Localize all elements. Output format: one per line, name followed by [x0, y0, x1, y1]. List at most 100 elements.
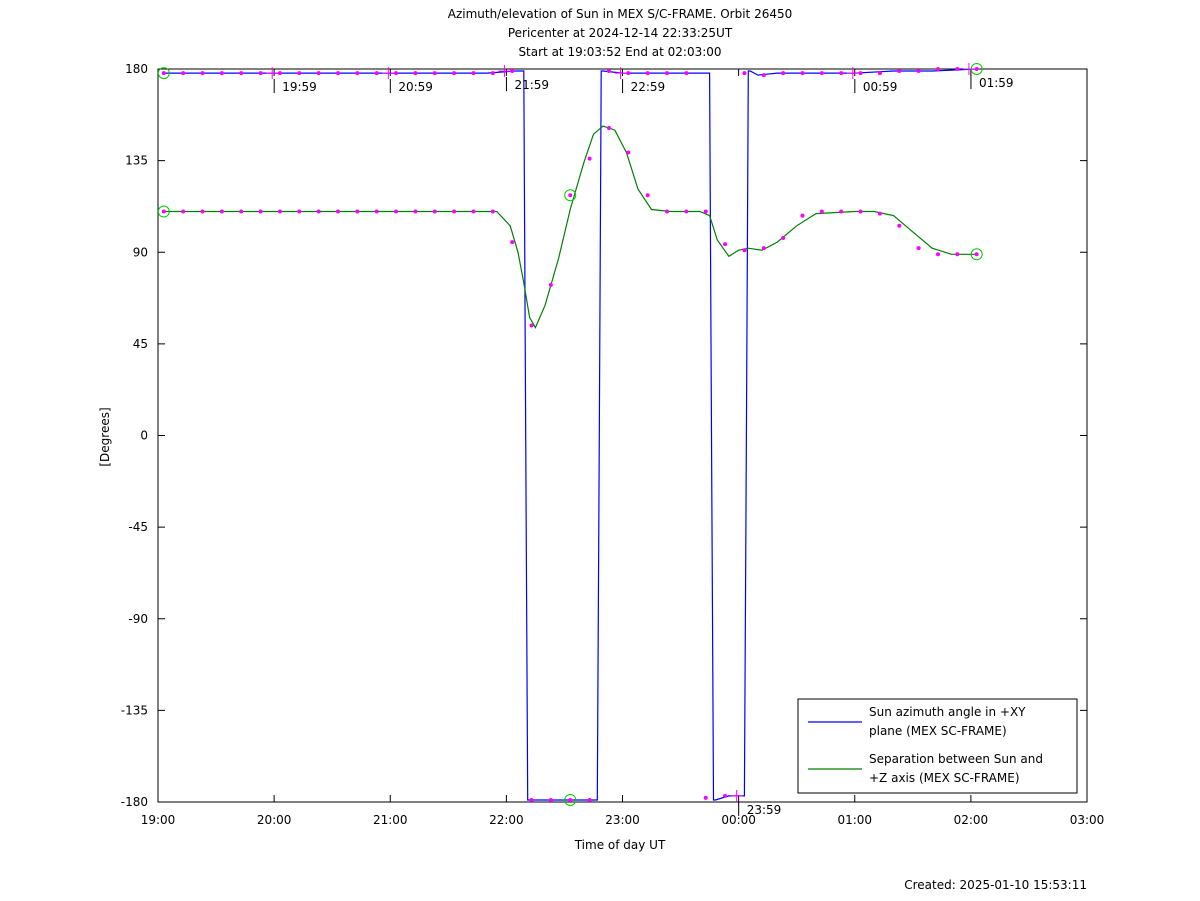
x-tick-label: 03:00: [1070, 813, 1105, 827]
azimuth-marker: [355, 71, 360, 76]
separation-marker: [858, 209, 863, 214]
azimuth-marker: [781, 71, 786, 76]
azimuth-marker: [916, 69, 921, 74]
legend-label: plane (MEX SC-FRAME): [869, 724, 1007, 738]
azimuth-marker: [684, 71, 689, 76]
separation-marker: [916, 246, 921, 251]
azimuth-marker: [897, 69, 902, 74]
series-line-0: [163, 68, 977, 801]
azimuth-marker: [742, 71, 747, 76]
azimuth-marker: [277, 71, 282, 76]
data-markers: 19:59 20:59 21:59 22:59 23:59 00:59 01:59: [157, 63, 1014, 817]
separation-marker: [432, 209, 437, 214]
separation-marker: [665, 209, 670, 214]
hour-marker-label: 20:59: [398, 80, 433, 94]
separation-marker: [703, 209, 708, 214]
azimuth-marker: [935, 67, 940, 71]
separation-marker: [548, 282, 553, 287]
separation-marker: [839, 209, 844, 214]
separation-marker: [394, 209, 399, 214]
x-tick-label: 23:00: [605, 813, 640, 827]
separation-marker: [684, 209, 689, 214]
separation-marker: [935, 252, 940, 257]
azimuth-marker: [626, 71, 631, 76]
azimuth-marker: [665, 71, 670, 76]
azimuth-marker: [200, 71, 205, 76]
separation-marker: [510, 240, 515, 245]
separation-marker: [335, 209, 340, 214]
separation-marker: [239, 209, 244, 214]
separation-marker: [897, 223, 902, 228]
azimuth-marker: [432, 71, 437, 76]
azimuth-marker: [374, 71, 379, 76]
separation-marker: [819, 209, 824, 214]
separation-marker: [955, 252, 960, 257]
separation-marker: [219, 209, 224, 214]
separation-marker: [374, 209, 379, 214]
x-tick-label: 22:00: [489, 813, 524, 827]
azimuth-marker: [877, 71, 882, 76]
azimuth-marker: [181, 71, 186, 76]
y-tick-label: -45: [128, 520, 148, 534]
legend-label: Sun azimuth angle in +XY: [869, 705, 1026, 719]
separation-marker: [355, 209, 360, 214]
x-tick-label: 01:00: [837, 813, 872, 827]
separation-marker: [742, 248, 747, 253]
separation-marker: [800, 213, 805, 218]
separation-marker: [761, 246, 766, 251]
title-line: Pericenter at 2024-12-14 22:33:25UT: [508, 26, 733, 40]
x-axis-label: Time of day UT: [574, 838, 666, 852]
circle-marker: [564, 793, 577, 806]
azimuth-marker: [800, 71, 805, 76]
separation-marker: [452, 209, 457, 214]
azimuth-marker: [529, 797, 534, 802]
hour-marker-label: 22:59: [631, 80, 666, 94]
y-tick-label: 135: [125, 154, 148, 168]
separation-marker: [316, 209, 321, 214]
separation-marker: [529, 323, 534, 328]
azimuth-marker: [955, 67, 960, 71]
separation-marker: [413, 209, 418, 214]
azimuth-marker: [219, 71, 224, 76]
y-tick-label: -90: [128, 612, 148, 626]
hour-marker-label: 00:59: [863, 80, 898, 94]
azimuth-marker: [703, 795, 708, 800]
separation-marker: [626, 150, 631, 155]
created-timestamp: Created: 2025-01-10 15:53:11: [904, 878, 1087, 892]
y-tick-label: 90: [133, 245, 148, 259]
azimuth-marker: [316, 71, 321, 76]
azimuth-marker: [335, 71, 340, 76]
separation-marker: [974, 252, 979, 257]
azimuth-marker: [297, 71, 302, 76]
azimuth-marker: [761, 73, 766, 78]
azimuth-marker: [587, 797, 592, 802]
y-tick-label: 45: [133, 337, 148, 351]
y-tick-label: -180: [121, 795, 148, 809]
y-tick-label: -135: [121, 703, 148, 717]
separation-marker: [161, 209, 166, 214]
circle-marker: [970, 63, 983, 75]
azimuth-marker: [471, 71, 476, 76]
legend-box: [797, 698, 1078, 794]
circle-marker: [157, 67, 170, 80]
azimuth-marker: [568, 797, 573, 802]
circle-marker: [157, 205, 170, 218]
azimuth-marker: [239, 71, 244, 76]
axes: 19:00 20:00 21:00 22:00 23:00 00:00 01:00 02:00…: [121, 62, 1105, 827]
x-tick-label: 02:00: [954, 813, 989, 827]
azimuth-marker: [413, 71, 418, 76]
hour-marker-label: 01:59: [979, 76, 1014, 90]
separation-marker: [181, 209, 186, 214]
separation-marker: [723, 242, 728, 247]
title-line: Azimuth/elevation of Sun in MEX S/C-FRAM…: [448, 7, 793, 21]
azimuth-marker: [548, 797, 553, 802]
y-axis-label: [Degrees]: [98, 407, 112, 466]
azimuth-marker: [858, 71, 863, 76]
series-lines: [163, 68, 977, 801]
azimuth-marker: [394, 71, 399, 76]
azimuth-marker: [258, 71, 263, 76]
x-tick-label: 19:00: [141, 813, 176, 827]
legend-label: Separation between Sun and: [869, 752, 1043, 766]
azimuth-marker: [452, 71, 457, 76]
series-line-1: [163, 125, 977, 329]
